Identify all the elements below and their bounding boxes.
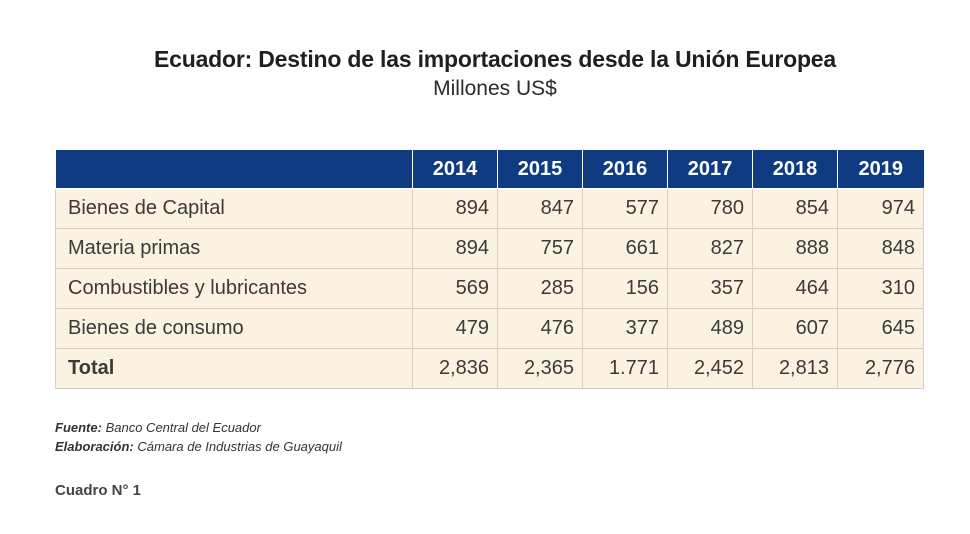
table-cell: 888 (752, 228, 838, 269)
elaboration-text: Cámara de Industrias de Guayaquil (137, 439, 342, 454)
row-label: Bienes de consumo (55, 308, 413, 349)
source-line: Fuente: Banco Central del Ecuador (55, 418, 342, 437)
header-row: 2014 2015 2016 2017 2018 2019 (55, 150, 924, 189)
header-year: 2018 (752, 150, 838, 189)
total-cell: 2,836 (412, 348, 498, 389)
table-cell: 974 (837, 188, 924, 229)
total-cell: 2,776 (837, 348, 924, 389)
table-cell: 577 (582, 188, 668, 229)
table-row: Bienes de Capital 894 847 577 780 854 97… (55, 188, 924, 229)
table-cell: 757 (497, 228, 583, 269)
table-cell: 310 (837, 268, 924, 309)
elaboration-line: Elaboración: Cámara de Industrias de Gua… (55, 437, 342, 456)
table-cell: 827 (667, 228, 753, 269)
total-cell: 2,452 (667, 348, 753, 389)
header-year: 2016 (582, 150, 668, 189)
header-year: 2014 (412, 150, 498, 189)
total-label: Total (55, 348, 413, 389)
imports-table: 2014 2015 2016 2017 2018 2019 Bienes de … (55, 150, 924, 389)
header-year: 2015 (497, 150, 583, 189)
row-label: Combustibles y lubricantes (55, 268, 413, 309)
table-cell: 377 (582, 308, 668, 349)
elaboration-label: Elaboración: (55, 439, 134, 454)
total-row: Total 2,836 2,365 1.771 2,452 2,813 2,77… (55, 348, 924, 389)
total-cell: 2,365 (497, 348, 583, 389)
table-caption: Cuadro N° 1 (55, 482, 142, 499)
table-cell: 848 (837, 228, 924, 269)
header-year: 2017 (667, 150, 753, 189)
table-row: Combustibles y lubricantes 569 285 156 3… (55, 268, 924, 309)
source-text: Banco Central del Ecuador (105, 420, 261, 435)
table-row: Bienes de consumo 479 476 377 489 607 64… (55, 308, 924, 349)
row-label: Bienes de Capital (55, 188, 413, 229)
table-cell: 479 (412, 308, 498, 349)
table-cell: 476 (497, 308, 583, 349)
table-title: Ecuador: Destino de las importaciones de… (154, 46, 836, 72)
table-cell: 661 (582, 228, 668, 269)
table-cell: 894 (412, 228, 498, 269)
table-row: Materia primas 894 757 661 827 888 848 (55, 228, 924, 269)
table-cell: 156 (582, 268, 668, 309)
table-subtitle: Millones US$ (433, 77, 557, 100)
table-cell: 489 (667, 308, 753, 349)
table-cell: 569 (412, 268, 498, 309)
table-cell: 645 (837, 308, 924, 349)
table-cell: 357 (667, 268, 753, 309)
header-blank-cell (55, 150, 413, 189)
table-cell: 285 (497, 268, 583, 309)
table-cell: 780 (667, 188, 753, 229)
table-cell: 894 (412, 188, 498, 229)
table-cell: 847 (497, 188, 583, 229)
row-label: Materia primas (55, 228, 413, 269)
source-notes: Fuente: Banco Central del Ecuador Elabor… (55, 418, 342, 456)
table-cell: 607 (752, 308, 838, 349)
header-year: 2019 (837, 150, 924, 189)
table-cell: 854 (752, 188, 838, 229)
table-cell: 464 (752, 268, 838, 309)
total-cell: 2,813 (752, 348, 838, 389)
source-label: Fuente: (55, 420, 102, 435)
total-cell: 1.771 (582, 348, 668, 389)
